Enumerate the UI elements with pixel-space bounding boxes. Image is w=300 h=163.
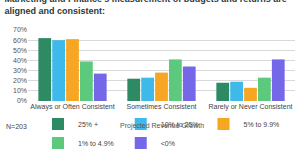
svg-text:40%: 40%	[13, 57, 27, 64]
svg-text:1% to 4.9%: 1% to 4.9%	[78, 140, 114, 147]
svg-text:70%: 70%	[13, 26, 27, 33]
svg-text:30%: 30%	[13, 67, 27, 74]
svg-text:Sometimes Consistent: Sometimes Consistent	[126, 103, 196, 110]
svg-text:25% +: 25% +	[78, 121, 98, 128]
svg-text:20%: 20%	[13, 77, 27, 84]
svg-text:10% to 25%: 10% to 25%	[161, 121, 199, 128]
svg-text:<0%: <0%	[161, 140, 175, 147]
svg-text:0%: 0%	[17, 97, 27, 104]
svg-text:Marketing and Finance's measur: Marketing and Finance's measurement of b…	[5, 0, 287, 16]
svg-text:50%: 50%	[13, 47, 27, 54]
svg-text:N=203: N=203	[6, 123, 27, 130]
svg-text:5% to 9.9%: 5% to 9.9%	[244, 121, 280, 128]
svg-text:60%: 60%	[13, 37, 27, 44]
svg-text:Rarely or Never Consistent: Rarely or Never Consistent	[208, 103, 292, 111]
svg-text:Always or Often Consistent: Always or Often Consistent	[30, 103, 114, 111]
svg-text:10%: 10%	[13, 87, 27, 94]
svg-text:Projected Revenue Growth: Projected Revenue Growth	[120, 122, 204, 130]
